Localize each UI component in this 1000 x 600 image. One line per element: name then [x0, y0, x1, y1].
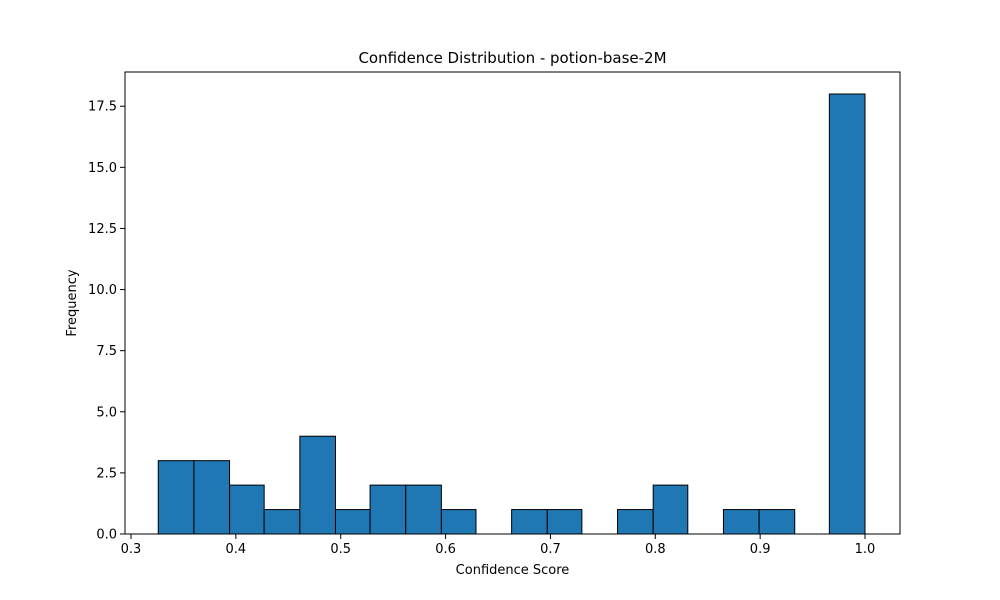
x-tick-label: 0.5: [330, 542, 351, 557]
histogram-bar-17: [758, 509, 796, 535]
y-tick-label: 2.5: [96, 466, 117, 481]
y-tick-label: 10.0: [88, 283, 117, 298]
y-axis: 0.0 2.5 5.0 7.5 10.0 12.5 15.0 17.5: [88, 100, 125, 543]
y-tick-label: 17.5: [88, 100, 117, 115]
histogram-bar-13: [617, 509, 654, 535]
x-tick-label: 1.0: [855, 542, 876, 557]
histogram-bar-10: [511, 509, 548, 535]
y-axis-label: Frequency: [65, 269, 80, 336]
histogram-bar-7: [405, 484, 442, 535]
histogram-bar-1: [193, 460, 231, 535]
x-tick-label: 0.8: [645, 542, 666, 557]
histogram-bar-3: [263, 509, 301, 535]
x-axis-label: Confidence Score: [456, 563, 570, 578]
x-tick-label: 0.7: [540, 542, 561, 557]
histogram-bar-16: [722, 509, 760, 535]
x-tick-label: 0.3: [121, 542, 142, 557]
histogram-bar-11: [546, 509, 583, 535]
histogram-bar-2: [229, 484, 265, 535]
y-tick-label: 15.0: [88, 161, 117, 176]
histogram-bar-4: [299, 435, 336, 535]
histogram-bar-8: [440, 509, 477, 535]
y-tick-label: 0.0: [96, 528, 117, 543]
x-axis: 0.3 0.4 0.5 0.6 0.7 0.8 0.9 1.0: [121, 534, 876, 557]
histogram-bar-14: [652, 484, 689, 535]
histogram-bar-6: [369, 484, 407, 535]
histogram-bar-5: [334, 509, 371, 535]
x-tick-label: 0.9: [750, 542, 771, 557]
y-tick-label: 12.5: [88, 222, 117, 237]
x-tick-label: 0.4: [226, 542, 247, 557]
histogram-bar-19: [828, 93, 866, 535]
y-tick-label: 5.0: [96, 405, 117, 420]
chart-title: Confidence Distribution - potion-base-2M: [358, 49, 666, 67]
y-tick-label: 7.5: [96, 344, 117, 359]
plot-frame: [124, 71, 901, 535]
bars-group: [157, 93, 866, 535]
x-tick-label: 0.6: [435, 542, 456, 557]
histogram-bar-0: [157, 460, 195, 535]
